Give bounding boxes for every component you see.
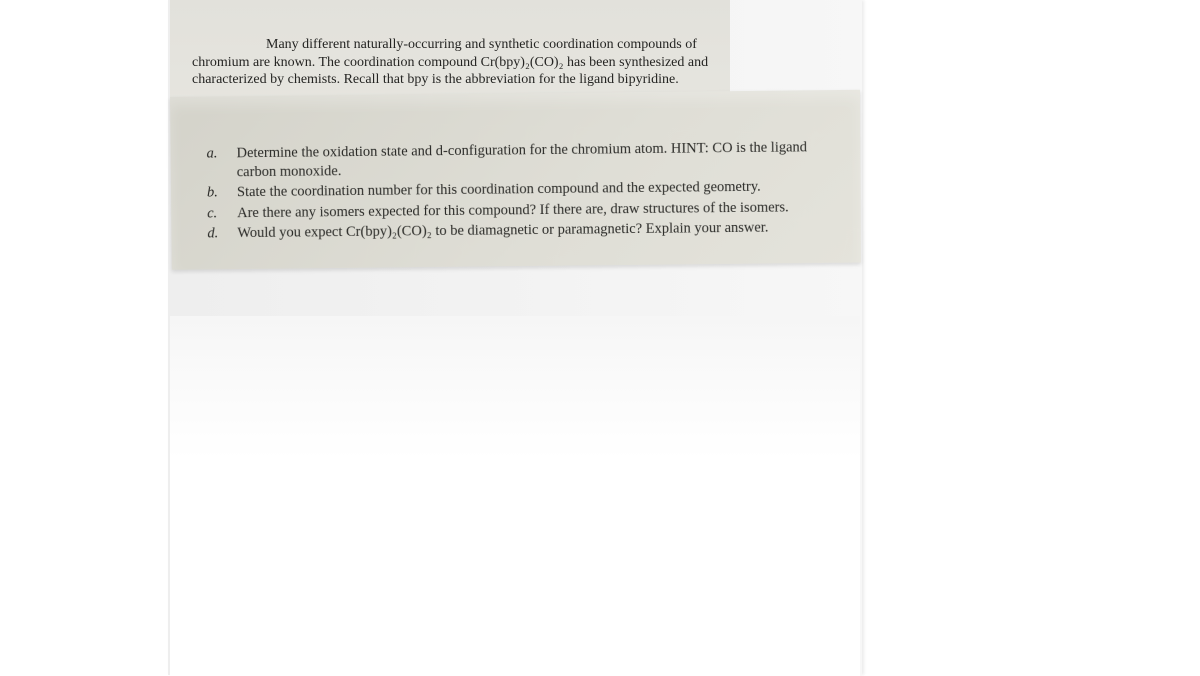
intro-paragraph-block: Many different naturally-occurring and s…: [170, 0, 730, 107]
question-marker: a.: [206, 144, 217, 163]
question-text: Would you expect Cr(bpy)₂(CO)₂ to be dia…: [237, 220, 768, 242]
question-item-d: d. Would you expect Cr(bpy)₂(CO)₂ to be …: [207, 218, 827, 243]
question-text: Are there any isomers expected for this …: [237, 199, 789, 221]
question-marker: c.: [207, 204, 217, 223]
page-lower-area: [170, 316, 860, 676]
question-text: Determine the oxidation state and d-conf…: [236, 139, 807, 179]
question-marker: d.: [207, 225, 218, 244]
question-marker: b.: [207, 184, 218, 203]
question-list: a. Determine the oxidation state and d-c…: [192, 138, 826, 243]
question-text: State the coordination number for this c…: [237, 179, 761, 200]
intro-text: Many different naturally-occurring and s…: [192, 36, 718, 89]
questions-block: a. Determine the oxidation state and d-c…: [170, 90, 861, 270]
question-item-a: a. Determine the oxidation state and d-c…: [206, 138, 826, 182]
